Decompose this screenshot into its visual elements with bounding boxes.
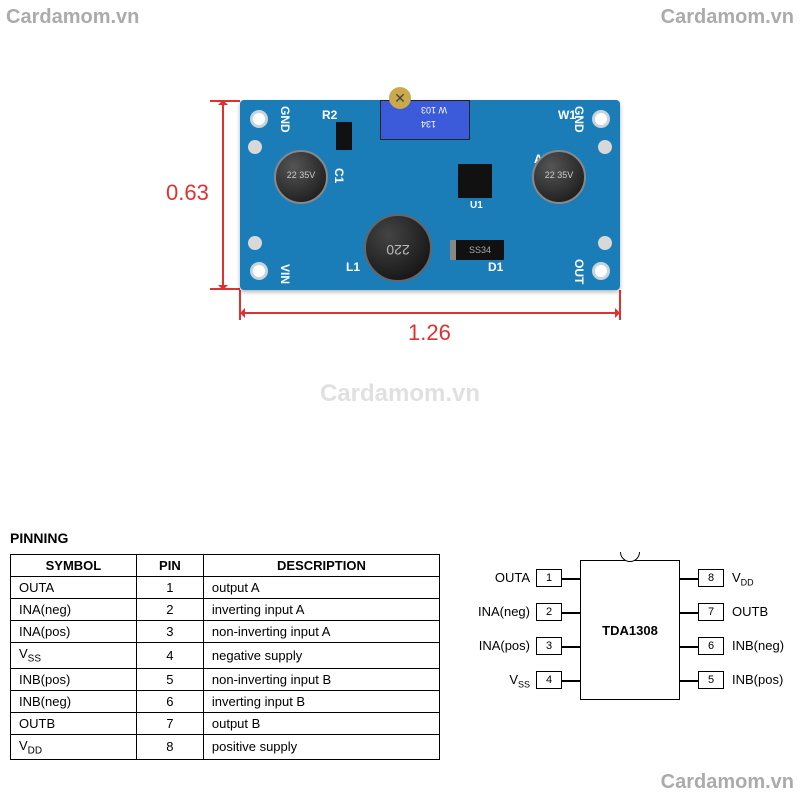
pinning-table: SYMBOLPINDESCRIPTION OUTA1output AINA(ne… xyxy=(10,554,440,760)
trimpot-screw-icon: ✕ xyxy=(389,87,411,109)
table-row: INA(neg)2inverting input A xyxy=(11,599,440,621)
silk-u1: U1 xyxy=(470,200,483,211)
pinning-title: PINNING xyxy=(10,530,440,546)
pin-number: 8 xyxy=(698,569,724,587)
cap-c1: 22 35V xyxy=(274,150,328,204)
table-row: VDD8positive supply xyxy=(11,734,440,760)
table-row: VSS4negative supply xyxy=(11,643,440,669)
trimpot: ✕ W 103 134 xyxy=(380,100,470,140)
watermark: Cardamom.vn xyxy=(6,6,139,29)
pin-label: INB(neg) xyxy=(732,638,784,653)
watermark: Cardamom.vn xyxy=(661,771,794,794)
pcb-board: GND R2 W1 GND ADJ C1 C2 U1 L1 D1 VIN OUT… xyxy=(240,100,620,290)
silk-gnd-r: GND xyxy=(572,106,586,133)
dim-height: 0.63 xyxy=(166,180,209,206)
silk-gnd-l: GND xyxy=(278,106,292,133)
pin-number: 6 xyxy=(698,637,724,655)
silk-out: OUT xyxy=(572,259,586,284)
pin-label: OUTA xyxy=(460,570,530,585)
pin-label: INA(pos) xyxy=(460,638,530,653)
silk-r2: R2 xyxy=(322,108,337,122)
pin-number: 5 xyxy=(698,671,724,689)
inductor: 220 xyxy=(364,214,432,282)
silk-l1: L1 xyxy=(346,260,360,274)
pinning-section: PINNING SYMBOLPINDESCRIPTION OUTA1output… xyxy=(10,530,440,760)
table-header: DESCRIPTION xyxy=(203,555,439,577)
silk-vin: VIN xyxy=(278,264,292,284)
watermark: Cardamom.vn xyxy=(661,6,794,29)
table-row: OUTB7output B xyxy=(11,712,440,734)
pin-label: VDD xyxy=(732,570,754,588)
pin-number: 2 xyxy=(536,603,562,621)
chip-body: TDA1308 xyxy=(580,560,680,700)
silk-c1: C1 xyxy=(332,168,346,183)
pin-label: INA(neg) xyxy=(460,604,530,619)
cap-c2: 22 35V xyxy=(532,150,586,204)
pin-label: OUTB xyxy=(732,604,768,619)
pin-number: 1 xyxy=(536,569,562,587)
table-row: OUTA1output A xyxy=(11,577,440,599)
silk-d1: D1 xyxy=(488,260,503,274)
table-row: INB(pos)5non-inverting input B xyxy=(11,668,440,690)
table-row: INA(pos)3non-inverting input A xyxy=(11,621,440,643)
table-header: PIN xyxy=(136,555,203,577)
smd-r2 xyxy=(336,122,352,150)
pcb-figure: 0.63 1.26 GND R2 W1 GND ADJ C1 C2 U1 L1 … xyxy=(140,60,660,400)
table-header: SYMBOL xyxy=(11,555,137,577)
pin-label: VSS xyxy=(460,672,530,690)
pin-number: 7 xyxy=(698,603,724,621)
pin-number: 4 xyxy=(536,671,562,689)
pin-number: 3 xyxy=(536,637,562,655)
chip-diagram: TDA1308 OUTA 1 INA(neg) 2 INA(pos) 3 VSS… xyxy=(460,540,790,760)
diode-d1: SS34 xyxy=(450,240,504,260)
pin-label: INB(pos) xyxy=(732,672,783,687)
ic-u1 xyxy=(458,164,492,198)
table-row: INB(neg)6inverting input B xyxy=(11,690,440,712)
dim-width: 1.26 xyxy=(408,320,451,346)
